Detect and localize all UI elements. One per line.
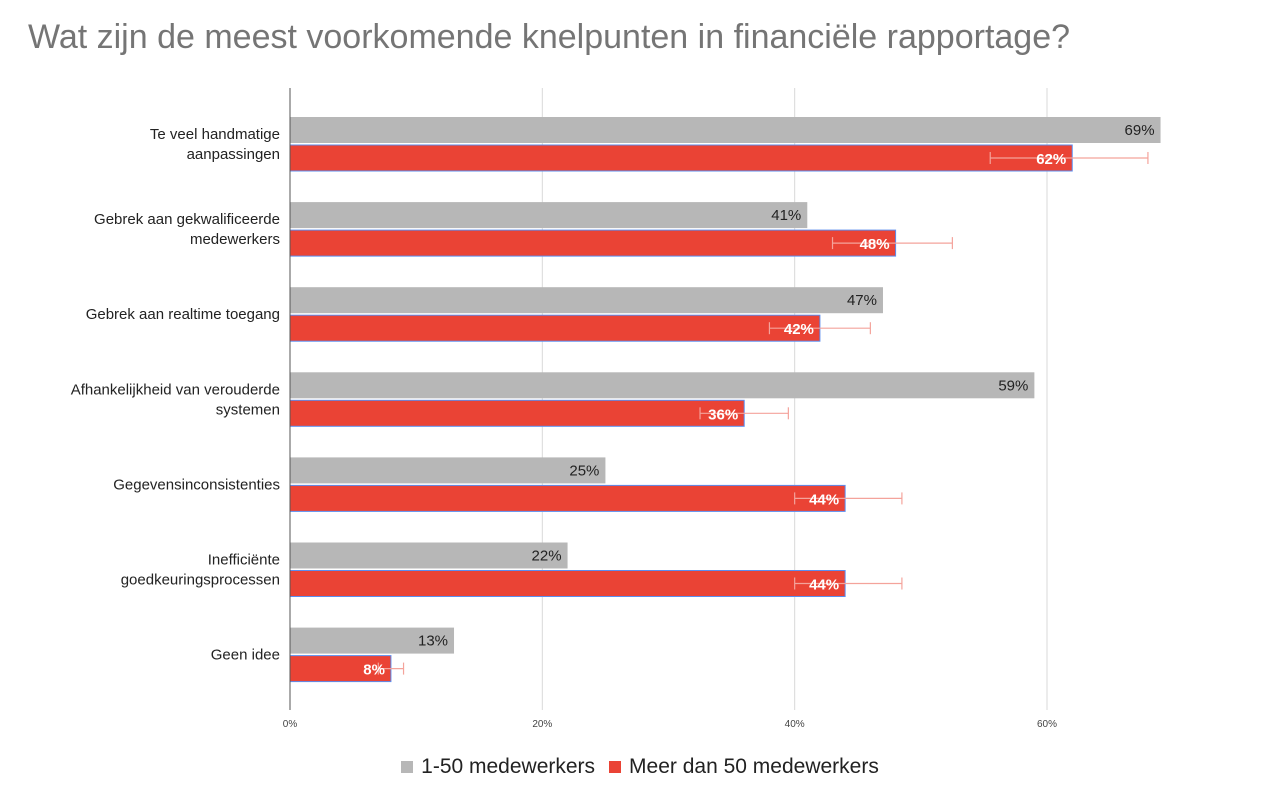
data-label-large-companies: 44% xyxy=(809,577,839,594)
data-label-small-companies: 69% xyxy=(1125,122,1155,139)
x-tick-label: 60% xyxy=(1037,719,1057,730)
legend-item-large-companies: Meer dan 50 medewerkers xyxy=(609,755,879,779)
data-label-large-companies: 36% xyxy=(708,406,738,423)
category-label: Gegevensinconsistenties xyxy=(113,476,280,493)
legend-label-large-companies: Meer dan 50 medewerkers xyxy=(629,755,879,778)
data-label-small-companies: 47% xyxy=(847,292,877,309)
bar-chart: 0% 20% 40% 60% 69% 62% Te veel handmatige aanpa… xyxy=(71,88,1161,730)
data-label-small-companies: 59% xyxy=(998,377,1028,394)
bar-small-companies xyxy=(290,117,1161,143)
legend-label-small-companies: 1-50 medewerkers xyxy=(421,755,596,778)
x-tick-label: 20% xyxy=(532,719,552,730)
bar-small-companies xyxy=(290,542,568,569)
data-label-small-companies: 13% xyxy=(418,633,448,650)
data-label-large-companies: 8% xyxy=(363,662,385,679)
category-label: systemen xyxy=(216,401,280,418)
bar-small-companies xyxy=(290,372,1035,399)
category-label: Te veel handmatige xyxy=(150,126,280,143)
data-label-small-companies: 25% xyxy=(569,462,599,479)
legend-item-small-companies: 1-50 medewerkers xyxy=(401,755,595,779)
bar-small-companies xyxy=(290,457,606,484)
bar-small-companies xyxy=(290,627,455,654)
chart-title: Wat zijn de meest voorkomende knelpunten… xyxy=(28,18,1071,56)
data-label-large-companies: 48% xyxy=(860,236,890,253)
bar-large-companies xyxy=(289,484,846,512)
category-label: Inefficiënte xyxy=(208,552,280,569)
data-label-large-companies: 44% xyxy=(809,491,839,508)
bar-small-companies xyxy=(290,202,808,229)
data-label-large-companies: 42% xyxy=(784,321,814,338)
bar-large-companies xyxy=(289,229,897,257)
legend-swatch-red xyxy=(609,761,622,773)
x-tick-label: 0% xyxy=(283,719,298,730)
x-tick-label: 40% xyxy=(785,719,805,730)
data-label-small-companies: 41% xyxy=(771,207,801,224)
bar-small-companies xyxy=(290,287,883,314)
category-label: medewerkers xyxy=(190,231,280,248)
data-label-large-companies: 62% xyxy=(1036,151,1066,168)
category-label: Gebrek aan gekwalificeerde xyxy=(94,211,280,228)
bar-large-companies xyxy=(289,399,745,427)
chart-legend: 1-50 medewerkers Meer dan 50 medewerkers xyxy=(0,752,1280,782)
legend-swatch-grey xyxy=(401,761,414,773)
category-label: Geen idee xyxy=(211,647,280,664)
category-label: Afhankelijkheid van verouderde xyxy=(71,381,280,398)
category-label: goedkeuringsprocessen xyxy=(121,572,280,589)
bar-large-companies xyxy=(289,314,821,342)
data-label-small-companies: 22% xyxy=(532,548,562,565)
bar-large-companies xyxy=(289,570,846,597)
category-label: aanpassingen xyxy=(187,146,280,163)
bar-large-companies xyxy=(289,144,1073,172)
category-label: Gebrek aan realtime toegang xyxy=(86,306,280,323)
